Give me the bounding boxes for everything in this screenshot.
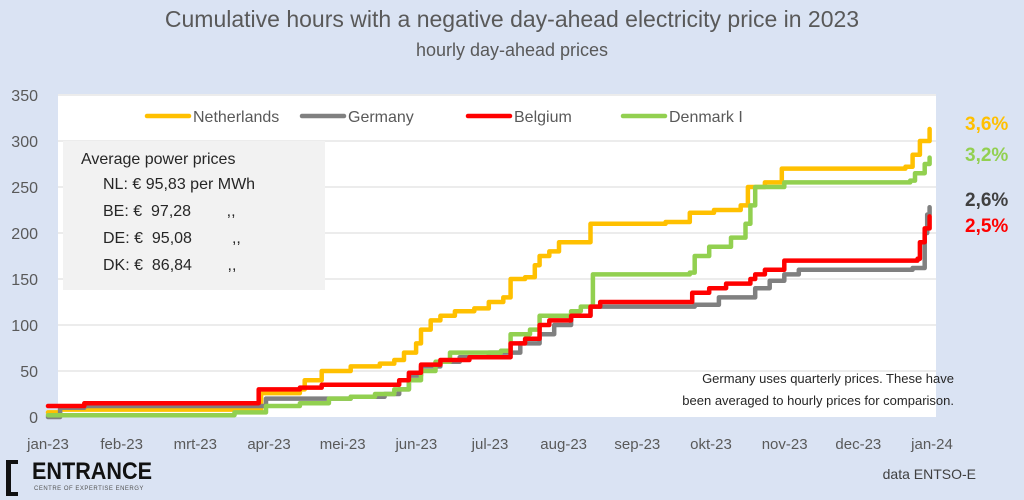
legend-label: Belgium xyxy=(514,109,572,126)
x-tick-label: jan-24 xyxy=(910,436,953,453)
average-price-dk: DK: € 86,84 ,, xyxy=(103,257,237,274)
series-line-belgium xyxy=(45,214,932,409)
y-tick-label: 150 xyxy=(11,272,38,289)
series-line-denmark-i xyxy=(45,155,932,418)
chart-subtitle: hourly day-ahead prices xyxy=(415,40,609,60)
x-tick-label: mei-23 xyxy=(320,436,366,453)
y-tick-label: 50 xyxy=(20,364,38,381)
x-tick-label: jul-23 xyxy=(471,436,509,453)
legend-label: Germany xyxy=(348,109,414,126)
average-price-nl: NL: € 95,83 per MWh xyxy=(103,176,256,193)
end-label-denmark: 3,2% xyxy=(965,145,1009,166)
x-tick-label: dec-23 xyxy=(835,436,881,453)
average-prices-box: Average power prices NL: € 95,83 per MWh… xyxy=(63,141,325,290)
x-tick-label: aug-23 xyxy=(540,436,587,453)
y-tick-label: 350 xyxy=(11,88,38,105)
y-tick-label: 300 xyxy=(11,134,38,151)
y-tick-label: 200 xyxy=(11,226,38,243)
average-price-de: DE: € 95,08 ,, xyxy=(103,230,241,247)
x-tick-label: sep-23 xyxy=(614,436,660,453)
x-tick-label: apr-23 xyxy=(247,436,290,453)
x-tick-label: okt-23 xyxy=(690,436,732,453)
x-tick-label: feb-23 xyxy=(100,436,143,453)
x-tick-label: mrt-23 xyxy=(174,436,217,453)
logo-tagline: CENTRE OF EXPERTISE ENERGY xyxy=(34,486,144,492)
x-tick-label: jun-23 xyxy=(394,436,437,453)
note-line-2: been averaged to hourly prices for compa… xyxy=(682,393,954,408)
x-tick-label: jan-23 xyxy=(26,436,69,453)
legend-label: Netherlands xyxy=(193,109,279,126)
x-tick-label: nov-23 xyxy=(762,436,808,453)
chart-title: Cumulative hours with a negative day-ahe… xyxy=(164,6,860,32)
y-tick-label: 250 xyxy=(11,180,38,197)
y-tick-label: 100 xyxy=(11,318,38,335)
data-source: data ENTSO-E xyxy=(882,466,976,482)
y-tick-label: 0 xyxy=(29,410,38,427)
end-label-belgium: 2,5% xyxy=(965,216,1009,237)
logo-name: ENTRANCE xyxy=(32,458,153,485)
end-label-germany: 2,6% xyxy=(965,190,1009,211)
legend-label: Denmark I xyxy=(669,109,743,126)
end-label-netherlands: 3,6% xyxy=(965,114,1009,135)
average-price-be: BE: € 97,28 ,, xyxy=(103,203,236,220)
logo-bracket-icon xyxy=(6,460,18,496)
average-prices-heading: Average power prices xyxy=(81,151,236,168)
note-line-1: Germany uses quarterly prices. These hav… xyxy=(702,371,954,386)
